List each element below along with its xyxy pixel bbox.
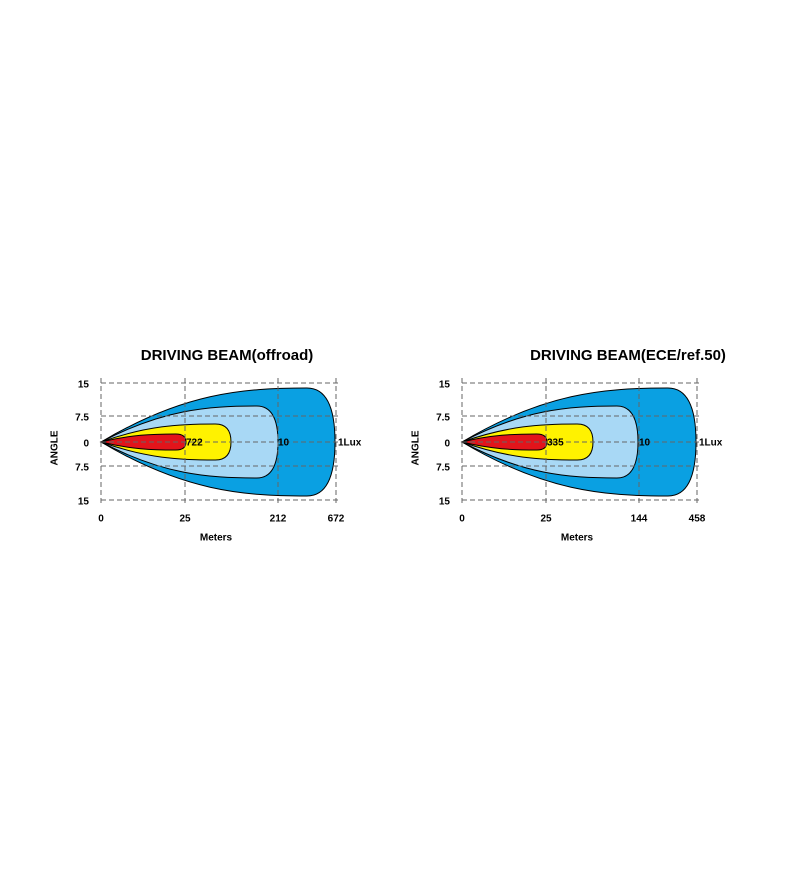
x-tick-label: 0 [459, 514, 465, 525]
y-tick-label: 15 [78, 497, 90, 508]
y-tick-label: 7.5 [75, 463, 89, 474]
y-axis-label: ANGLE [411, 430, 422, 465]
x-tick-label: 672 [328, 514, 345, 525]
y-tick-label: 0 [83, 439, 89, 450]
diagram-title: DRIVING BEAM(ECE/ref.50) [530, 347, 726, 364]
beam-diagram: DRIVING BEAM(ECE/ref.50) 15 7.5 0 7.5 15 0 25 14… [411, 347, 726, 544]
x-axis-label: Meters [561, 533, 594, 544]
y-axis-label: ANGLE [50, 430, 61, 465]
y-tick-label: 15 [78, 380, 90, 391]
y-tick-label: 7.5 [75, 413, 89, 424]
diagram-title: DRIVING BEAM(offroad) [141, 347, 314, 364]
x-tick-label: 144 [631, 514, 648, 525]
y-tick-label: 7.5 [436, 463, 450, 474]
y-tick-label: 15 [439, 380, 451, 391]
x-axis-label: Meters [200, 533, 233, 544]
zone-label: 722 [186, 438, 203, 449]
x-tick-label: 25 [179, 514, 191, 525]
y-tick-label: 0 [444, 439, 450, 450]
zone-label: 1Lux [699, 438, 723, 449]
zone-label: 1Lux [338, 438, 362, 449]
y-tick-label: 7.5 [436, 413, 450, 424]
x-tick-label: 458 [689, 514, 706, 525]
zone-label: 335 [547, 438, 564, 449]
x-tick-label: 212 [270, 514, 287, 525]
beam-diagram: DRIVING BEAM(offroad) 15 7.5 0 7.5 15 0 25 212 67… [50, 347, 362, 544]
zone-label: 10 [278, 438, 290, 449]
zone-label: 10 [639, 438, 651, 449]
y-tick-label: 15 [439, 497, 451, 508]
x-tick-label: 25 [540, 514, 552, 525]
x-tick-label: 0 [98, 514, 104, 525]
